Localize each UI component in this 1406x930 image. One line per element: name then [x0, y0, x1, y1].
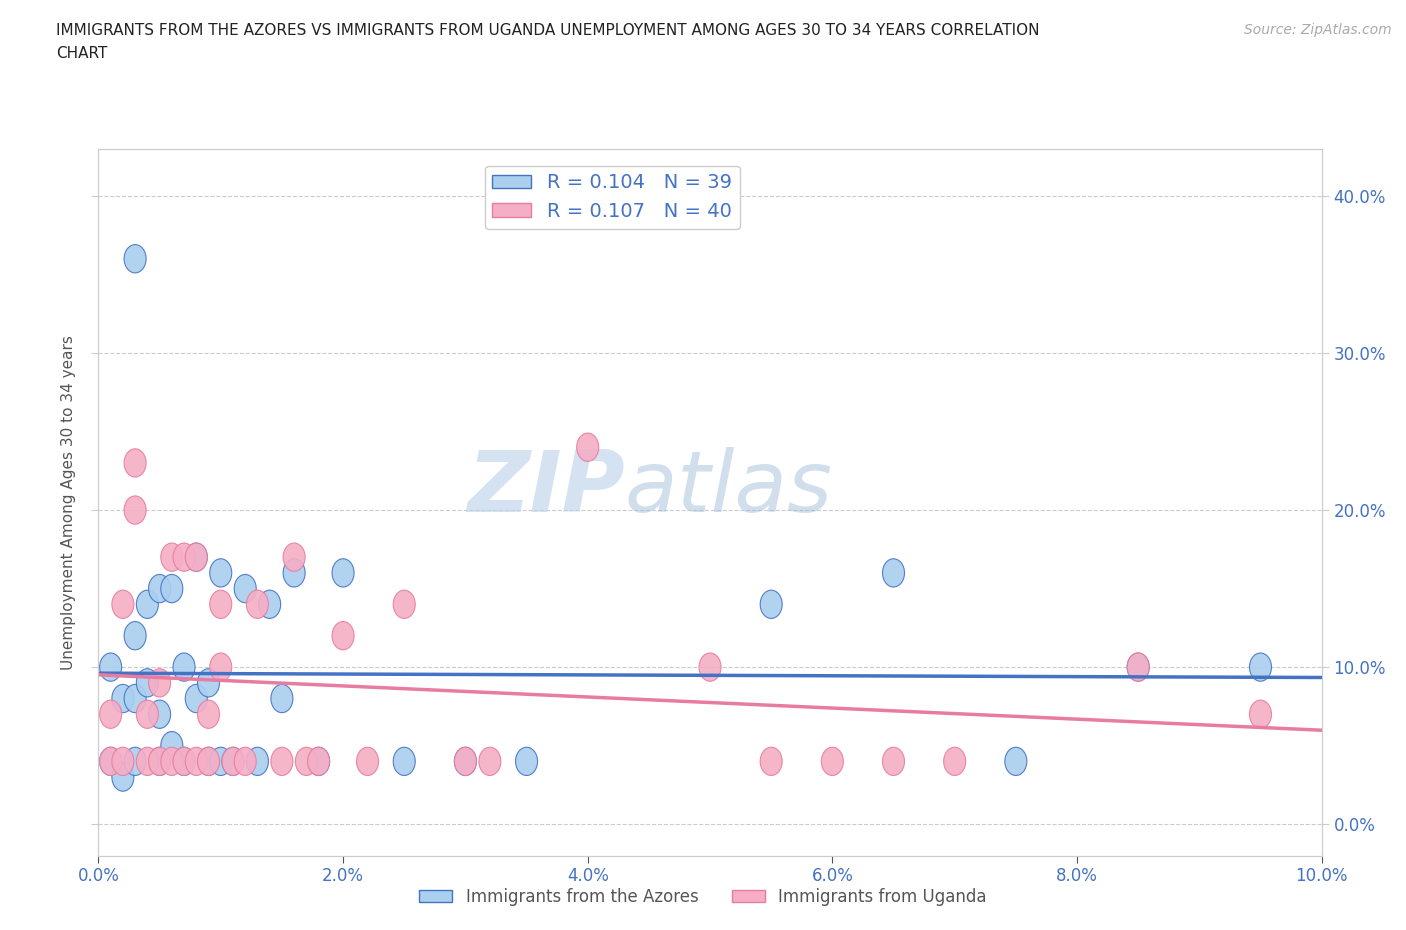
Ellipse shape [454, 747, 477, 776]
Ellipse shape [479, 747, 501, 776]
Ellipse shape [149, 747, 170, 776]
Text: atlas: atlas [624, 446, 832, 529]
Y-axis label: Unemployment Among Ages 30 to 34 years: Unemployment Among Ages 30 to 34 years [60, 335, 76, 670]
Ellipse shape [332, 559, 354, 587]
Ellipse shape [173, 543, 195, 571]
Ellipse shape [136, 747, 159, 776]
Ellipse shape [186, 684, 207, 712]
Ellipse shape [1005, 747, 1026, 776]
Ellipse shape [197, 700, 219, 728]
Legend: R = 0.104   N = 39, R = 0.107   N = 40: R = 0.104 N = 39, R = 0.107 N = 40 [485, 166, 740, 229]
Ellipse shape [271, 747, 292, 776]
Ellipse shape [761, 747, 782, 776]
Ellipse shape [136, 591, 159, 618]
Ellipse shape [308, 747, 329, 776]
Ellipse shape [235, 575, 256, 603]
Ellipse shape [821, 747, 844, 776]
Ellipse shape [112, 747, 134, 776]
Ellipse shape [160, 575, 183, 603]
Ellipse shape [394, 747, 415, 776]
Ellipse shape [454, 747, 477, 776]
Ellipse shape [295, 747, 318, 776]
Ellipse shape [100, 747, 122, 776]
Ellipse shape [209, 653, 232, 682]
Ellipse shape [160, 732, 183, 760]
Ellipse shape [124, 621, 146, 650]
Ellipse shape [186, 543, 207, 571]
Ellipse shape [576, 433, 599, 461]
Ellipse shape [283, 559, 305, 587]
Ellipse shape [516, 747, 537, 776]
Ellipse shape [112, 591, 134, 618]
Ellipse shape [283, 543, 305, 571]
Ellipse shape [149, 747, 170, 776]
Ellipse shape [883, 559, 904, 587]
Ellipse shape [308, 747, 329, 776]
Ellipse shape [222, 747, 245, 776]
Text: ZIP: ZIP [467, 446, 624, 529]
Ellipse shape [160, 543, 183, 571]
Ellipse shape [699, 653, 721, 682]
Ellipse shape [124, 496, 146, 525]
Ellipse shape [136, 669, 159, 697]
Ellipse shape [246, 591, 269, 618]
Ellipse shape [124, 245, 146, 272]
Ellipse shape [112, 684, 134, 712]
Legend: Immigrants from the Azores, Immigrants from Uganda: Immigrants from the Azores, Immigrants f… [412, 881, 994, 912]
Ellipse shape [149, 669, 170, 697]
Ellipse shape [246, 747, 269, 776]
Ellipse shape [186, 747, 207, 776]
Ellipse shape [235, 747, 256, 776]
Ellipse shape [394, 591, 415, 618]
Ellipse shape [209, 747, 232, 776]
Ellipse shape [761, 591, 782, 618]
Ellipse shape [173, 747, 195, 776]
Ellipse shape [173, 653, 195, 682]
Ellipse shape [149, 575, 170, 603]
Ellipse shape [332, 621, 354, 650]
Ellipse shape [197, 747, 219, 776]
Ellipse shape [271, 684, 292, 712]
Text: CHART: CHART [56, 46, 108, 61]
Ellipse shape [124, 449, 146, 477]
Ellipse shape [112, 763, 134, 791]
Text: Source: ZipAtlas.com: Source: ZipAtlas.com [1244, 23, 1392, 37]
Ellipse shape [173, 747, 195, 776]
Ellipse shape [100, 653, 122, 682]
Ellipse shape [149, 700, 170, 728]
Ellipse shape [100, 700, 122, 728]
Ellipse shape [124, 684, 146, 712]
Ellipse shape [160, 747, 183, 776]
Text: IMMIGRANTS FROM THE AZORES VS IMMIGRANTS FROM UGANDA UNEMPLOYMENT AMONG AGES 30 : IMMIGRANTS FROM THE AZORES VS IMMIGRANTS… [56, 23, 1040, 38]
Ellipse shape [136, 700, 159, 728]
Ellipse shape [209, 591, 232, 618]
Ellipse shape [209, 559, 232, 587]
Ellipse shape [1250, 653, 1271, 682]
Ellipse shape [186, 543, 207, 571]
Ellipse shape [1128, 653, 1149, 682]
Ellipse shape [357, 747, 378, 776]
Ellipse shape [222, 747, 245, 776]
Ellipse shape [100, 747, 122, 776]
Ellipse shape [197, 669, 219, 697]
Ellipse shape [197, 747, 219, 776]
Ellipse shape [124, 747, 146, 776]
Ellipse shape [1128, 653, 1149, 682]
Ellipse shape [943, 747, 966, 776]
Ellipse shape [1250, 700, 1271, 728]
Ellipse shape [883, 747, 904, 776]
Ellipse shape [259, 591, 281, 618]
